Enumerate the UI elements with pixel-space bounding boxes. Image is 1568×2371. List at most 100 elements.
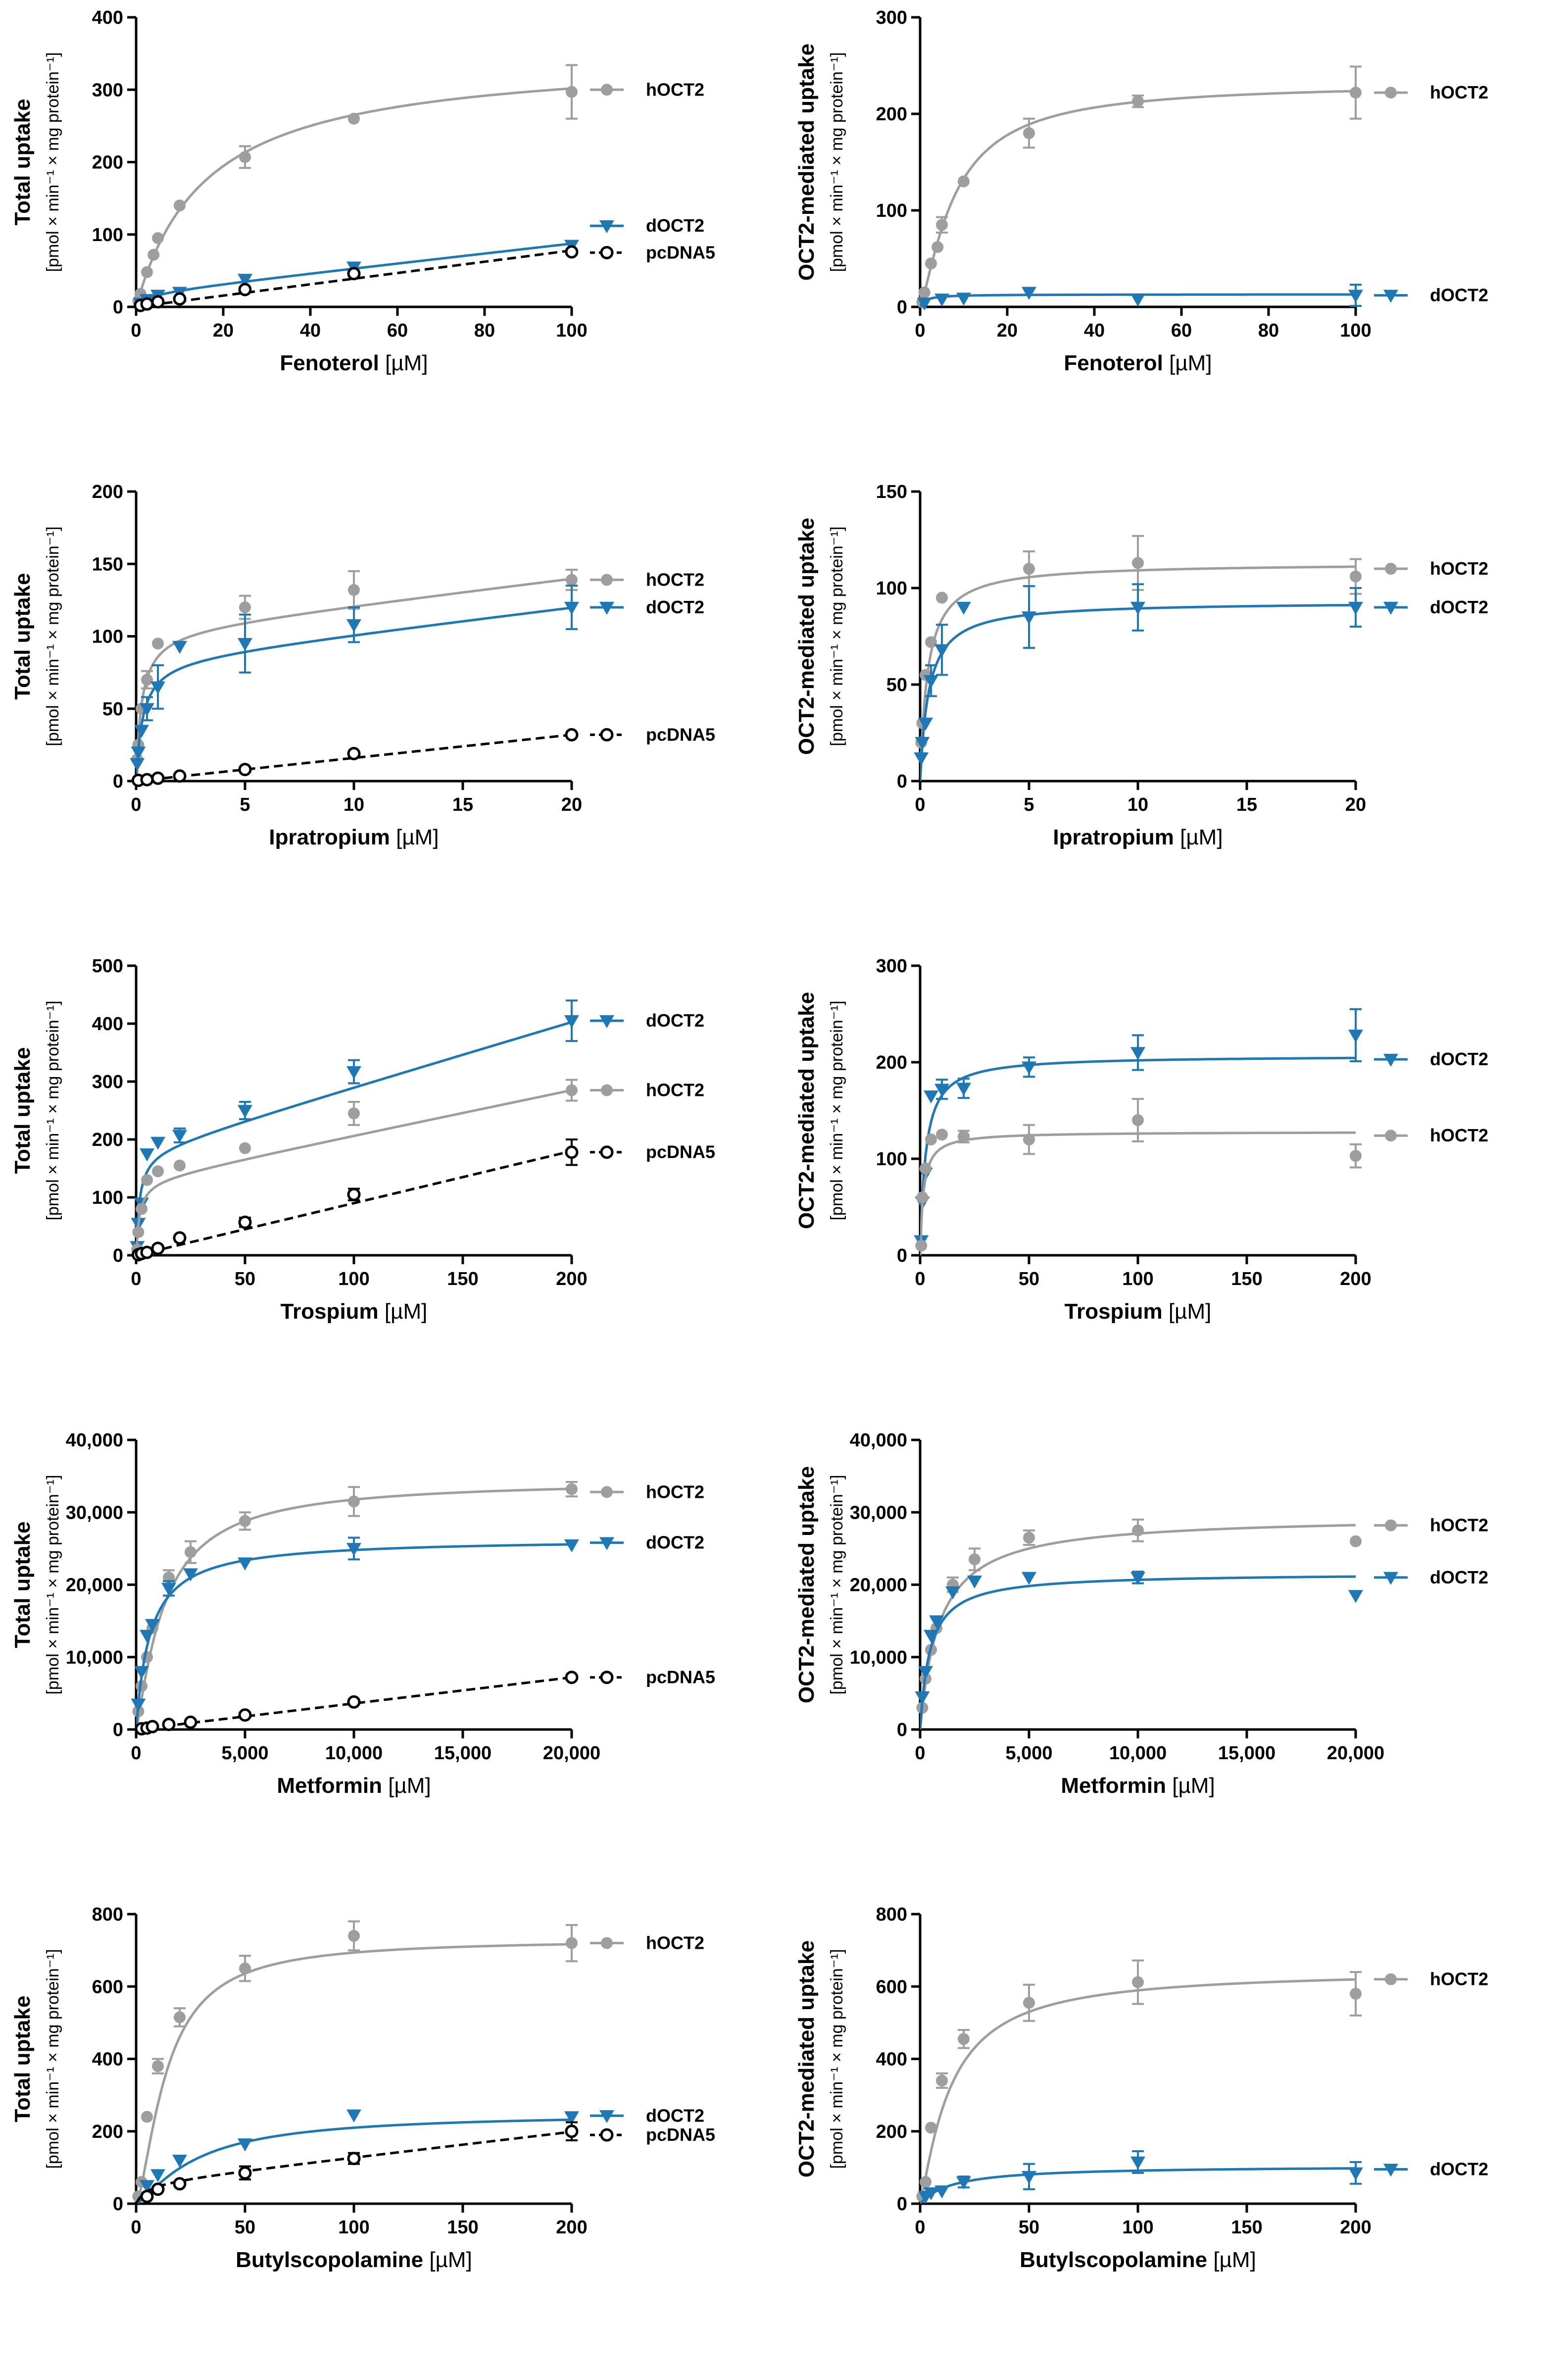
legend-label: hOCT2 xyxy=(646,569,704,590)
x-axis-label-unit: [µM] xyxy=(1172,1774,1215,1798)
y-tick-label: 0 xyxy=(897,2194,907,2215)
legend-label: hOCT2 xyxy=(646,1080,704,1100)
legend-item-hoct2: hOCT2 xyxy=(590,569,704,590)
y-tick-label: 50 xyxy=(102,699,123,720)
x-axis-label-unit: [µM] xyxy=(1169,1299,1211,1324)
x-axis-label-unit: [µM] xyxy=(385,351,428,375)
chart-butylscopolamine-total: 0 200 400 600 800 0 50 100 150 200 Butylscopolamin… xyxy=(10,1904,715,2272)
legend-marker xyxy=(601,1486,613,1498)
series-pcdna5 xyxy=(131,728,579,788)
fit-line-doct2 xyxy=(136,1021,572,1255)
data-point xyxy=(1348,290,1363,303)
data-point xyxy=(916,1191,929,1203)
legend-item-doct2: dOCT2 xyxy=(590,2105,704,2125)
data-point xyxy=(151,1241,165,1255)
data-point xyxy=(917,297,932,311)
legend-marker xyxy=(1385,87,1397,99)
legend-item-doct2: dOCT2 xyxy=(1374,597,1488,617)
data-point xyxy=(931,241,944,253)
data-point xyxy=(564,1015,579,1029)
y-axis-unit-label: [pmol × min⁻¹ × mg protein⁻¹] xyxy=(828,1475,846,1694)
x-tick-label: 20 xyxy=(997,320,1018,341)
data-point xyxy=(924,1630,938,1643)
legend-marker xyxy=(1383,601,1398,615)
y-axis-unit-label: [pmol × min⁻¹ × mg protein⁻¹] xyxy=(828,52,846,272)
y-tick-label: 0 xyxy=(897,1720,907,1740)
chart-panel-trospium-total: 0 100 200 300 400 500 0 50 100 150 200 Trospium [µM… xyxy=(0,948,784,1423)
data-point xyxy=(174,199,186,212)
y-tick-label: 100 xyxy=(876,578,907,599)
y-tick-label: 100 xyxy=(876,200,907,221)
data-point xyxy=(929,1615,944,1629)
data-point xyxy=(936,1129,948,1141)
legend-marker xyxy=(1383,1053,1398,1067)
data-point xyxy=(915,1691,930,1705)
x-tick-label: 5,000 xyxy=(221,1743,268,1764)
y-tick-label: 50 xyxy=(886,675,907,695)
x-tick-label: 100 xyxy=(556,320,587,341)
data-point xyxy=(914,752,929,766)
data-point xyxy=(1350,1535,1362,1547)
y-axis-unit-label: [pmol × min⁻¹ × mg protein⁻¹] xyxy=(44,1475,62,1694)
y-axis-label: OCT2-mediated uptake xyxy=(794,1940,819,2177)
y-tick-label: 40,000 xyxy=(850,1430,907,1451)
data-point xyxy=(140,1630,154,1643)
y-tick-label: 20,000 xyxy=(66,1575,123,1596)
chart-panel-trospium-oct2: 0 100 200 300 0 50 100 150 200 Trospium [µM] OCT2-… xyxy=(784,948,1568,1423)
data-point xyxy=(348,112,360,125)
x-tick-label: 200 xyxy=(1340,2217,1371,2238)
y-tick-label: 40,000 xyxy=(66,1430,123,1451)
series-doct2 xyxy=(131,1536,579,1729)
series-hoct2 xyxy=(916,65,1362,308)
data-point xyxy=(173,1231,187,1245)
data-point xyxy=(1130,1572,1145,1585)
y-axis-label: OCT2-mediated uptake xyxy=(794,992,819,1229)
x-axis-label-name: Metformin xyxy=(1061,1774,1172,1798)
x-axis-label: Fenoterol [µM] xyxy=(280,351,428,375)
chart-metformin-oct2: 0 10,000 20,000 30,000 40,000 0 5,000 10,000 15,… xyxy=(794,1430,1488,1798)
legend-item-doct2: dOCT2 xyxy=(590,597,704,617)
series-hoct2 xyxy=(132,1920,578,2204)
y-tick-label: 300 xyxy=(92,80,123,100)
legend-item-pcdna5: pcDNA5 xyxy=(590,1667,715,1687)
x-tick-label: 50 xyxy=(1019,1269,1039,1289)
x-axis-label-name: Fenoterol xyxy=(280,351,385,375)
series-doct2 xyxy=(915,1571,1363,1729)
chart-ipratropium-oct2: 0 50 100 150 0 5 10 15 20 Ipratropium [µM] OCT2-me… xyxy=(794,482,1488,849)
data-point xyxy=(140,297,154,311)
x-tick-label: 20,000 xyxy=(543,1743,600,1764)
x-axis-label-unit: [µM] xyxy=(1169,351,1212,375)
y-axis-unit-label: [pmol × min⁻¹ × mg protein⁻¹] xyxy=(828,1000,846,1220)
legend-item-doct2: dOCT2 xyxy=(590,1010,704,1031)
chart-panel-fenoterol-oct2: 0 100 200 300 0 20 40 60 80 100 Fenoterol [µM] OCT2… xyxy=(784,0,1568,474)
series-pcdna5 xyxy=(131,1138,579,1262)
x-tick-label: 150 xyxy=(1231,1269,1262,1289)
y-tick-label: 200 xyxy=(92,152,123,173)
data-point xyxy=(945,1586,960,1600)
y-tick-label: 0 xyxy=(113,1720,123,1740)
data-point xyxy=(239,601,251,613)
data-point xyxy=(146,1720,159,1733)
data-point xyxy=(348,1495,360,1508)
data-point xyxy=(924,2187,938,2201)
x-tick-label: 60 xyxy=(1171,320,1192,341)
data-point xyxy=(238,274,252,287)
data-point xyxy=(140,773,154,787)
data-point xyxy=(1022,2171,1036,2184)
x-axis-label: Ipratropium [µM] xyxy=(269,825,439,849)
data-point xyxy=(924,1090,938,1104)
data-point xyxy=(1132,1524,1144,1536)
chart-panel-fenoterol-total: 0 100 200 300 400 0 20 40 60 80 100 Fenoterol [µM] T… xyxy=(0,0,784,474)
data-point xyxy=(1022,1572,1036,1585)
series-pcdna5 xyxy=(134,245,579,312)
x-axis-label-unit: [µM] xyxy=(429,2248,472,2272)
data-point xyxy=(140,1148,154,1162)
legend-label: hOCT2 xyxy=(1430,1515,1488,1535)
data-point xyxy=(1023,563,1035,575)
series-doct2 xyxy=(914,583,1363,781)
data-point xyxy=(238,1215,252,1229)
legend-marker xyxy=(1385,1519,1397,1531)
data-point xyxy=(140,1245,154,1259)
data-point xyxy=(1023,1134,1035,1145)
y-axis-unit-label: [pmol × min⁻¹ × mg protein⁻¹] xyxy=(828,526,846,746)
